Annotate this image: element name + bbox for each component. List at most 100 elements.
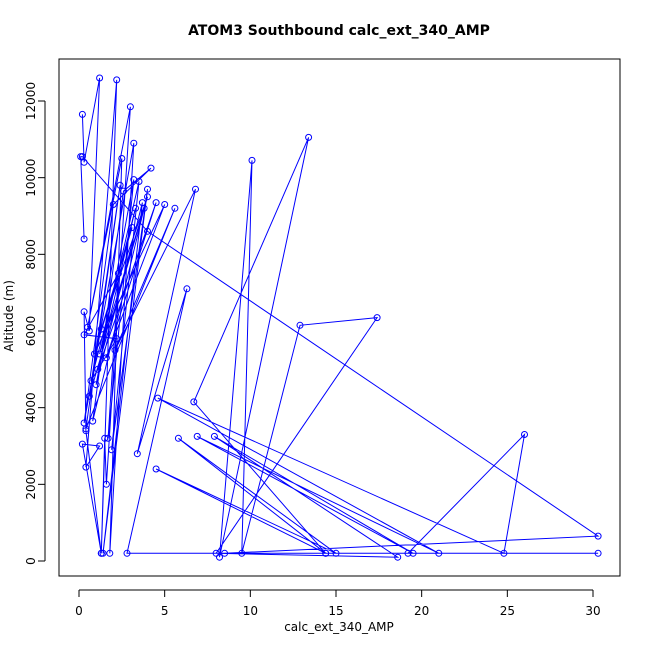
data-point bbox=[111, 346, 119, 354]
data-point bbox=[212, 549, 220, 557]
x-axis-label: calc_ext_340_AMP bbox=[284, 620, 394, 634]
data-point bbox=[108, 446, 116, 454]
data-point bbox=[101, 434, 109, 442]
data-point bbox=[193, 432, 201, 440]
data-point bbox=[190, 398, 198, 406]
data-point bbox=[435, 549, 443, 557]
data-point bbox=[332, 549, 340, 557]
data-point bbox=[138, 199, 146, 207]
data-point bbox=[322, 549, 330, 557]
data-point bbox=[92, 381, 100, 389]
plot-frame bbox=[58, 58, 621, 577]
data-point bbox=[174, 434, 182, 442]
data-point bbox=[97, 325, 105, 333]
data-point bbox=[144, 227, 151, 235]
data-point bbox=[192, 185, 199, 193]
data-point bbox=[85, 392, 93, 400]
data-point bbox=[521, 431, 528, 438]
x-tick-label: 10 bbox=[243, 604, 258, 618]
data-point bbox=[78, 440, 86, 448]
data-point bbox=[96, 350, 104, 358]
data-point bbox=[500, 549, 508, 557]
y-axis-label: Altitude (m) bbox=[2, 280, 16, 352]
data-point bbox=[96, 442, 104, 450]
data-point bbox=[183, 285, 191, 293]
data-point bbox=[99, 549, 107, 557]
data-point bbox=[152, 199, 160, 207]
data-point bbox=[133, 450, 141, 458]
data-point bbox=[118, 155, 126, 162]
x-axis: 0 5 10 15 20 25 30 bbox=[75, 589, 601, 618]
data-point bbox=[144, 185, 151, 193]
data-point bbox=[210, 432, 218, 440]
data-point bbox=[130, 139, 138, 147]
data-point bbox=[296, 321, 304, 329]
y-tick-label: 0 bbox=[24, 557, 38, 565]
data-point bbox=[221, 549, 229, 557]
data-point bbox=[87, 377, 95, 385]
y-tick-label: 4000 bbox=[24, 392, 38, 423]
data-point bbox=[404, 549, 412, 557]
data-point bbox=[114, 270, 122, 277]
y-tick-label: 8000 bbox=[24, 239, 38, 270]
data-point bbox=[80, 308, 88, 316]
x-tick-label: 5 bbox=[161, 604, 169, 618]
x-tick-label: 25 bbox=[500, 604, 515, 618]
data-point bbox=[132, 204, 139, 212]
x-tick-label: 30 bbox=[585, 604, 600, 618]
data-point bbox=[78, 110, 86, 118]
data-point bbox=[238, 549, 246, 557]
x-tick-label: 20 bbox=[414, 604, 429, 618]
data-point bbox=[128, 224, 136, 231]
x-tick-label: 15 bbox=[328, 604, 343, 618]
data-point bbox=[373, 314, 381, 322]
data-point bbox=[144, 193, 151, 201]
data-point bbox=[161, 201, 169, 208]
data-point bbox=[123, 549, 131, 557]
data-point bbox=[305, 133, 313, 141]
chart-title: ATOM3 Southbound calc_ext_340_AMP bbox=[188, 23, 490, 39]
data-point bbox=[248, 156, 256, 164]
data-point bbox=[113, 335, 121, 343]
data-point bbox=[120, 187, 127, 195]
data-point bbox=[409, 549, 417, 557]
data-point bbox=[106, 549, 114, 557]
data-point bbox=[152, 465, 160, 473]
data-point bbox=[77, 153, 85, 161]
data-point bbox=[85, 327, 93, 335]
data-point bbox=[104, 434, 112, 442]
data-point bbox=[80, 235, 88, 243]
data-point bbox=[394, 553, 402, 561]
data-point bbox=[102, 480, 110, 488]
y-tick-label: 12000 bbox=[24, 82, 38, 120]
series-path bbox=[80, 77, 600, 558]
y-tick-label: 2000 bbox=[24, 469, 38, 500]
data-point bbox=[216, 553, 223, 561]
data-point bbox=[90, 350, 98, 358]
data-point bbox=[126, 103, 134, 111]
data-point bbox=[116, 181, 124, 189]
y-axis: 0 2000 4000 6000 8000 10000 12000 bbox=[24, 82, 46, 565]
data-point bbox=[171, 204, 179, 212]
y-tick-label: 6000 bbox=[24, 316, 38, 347]
x-tick-label: 0 bbox=[75, 604, 83, 618]
data-point bbox=[594, 549, 602, 557]
data-point bbox=[102, 354, 110, 362]
series-line bbox=[80, 77, 600, 558]
data-point bbox=[82, 425, 90, 433]
data-point bbox=[147, 164, 155, 172]
data-point bbox=[154, 394, 162, 402]
data-point bbox=[96, 74, 104, 82]
data-point bbox=[594, 532, 602, 540]
data-point bbox=[89, 417, 97, 425]
data-point bbox=[84, 323, 92, 331]
data-point bbox=[80, 331, 88, 339]
y-tick-label: 10000 bbox=[24, 159, 38, 197]
data-point bbox=[113, 76, 121, 84]
data-point bbox=[130, 176, 138, 184]
data-point bbox=[109, 201, 117, 208]
data-point bbox=[82, 463, 90, 471]
data-point bbox=[94, 365, 102, 373]
